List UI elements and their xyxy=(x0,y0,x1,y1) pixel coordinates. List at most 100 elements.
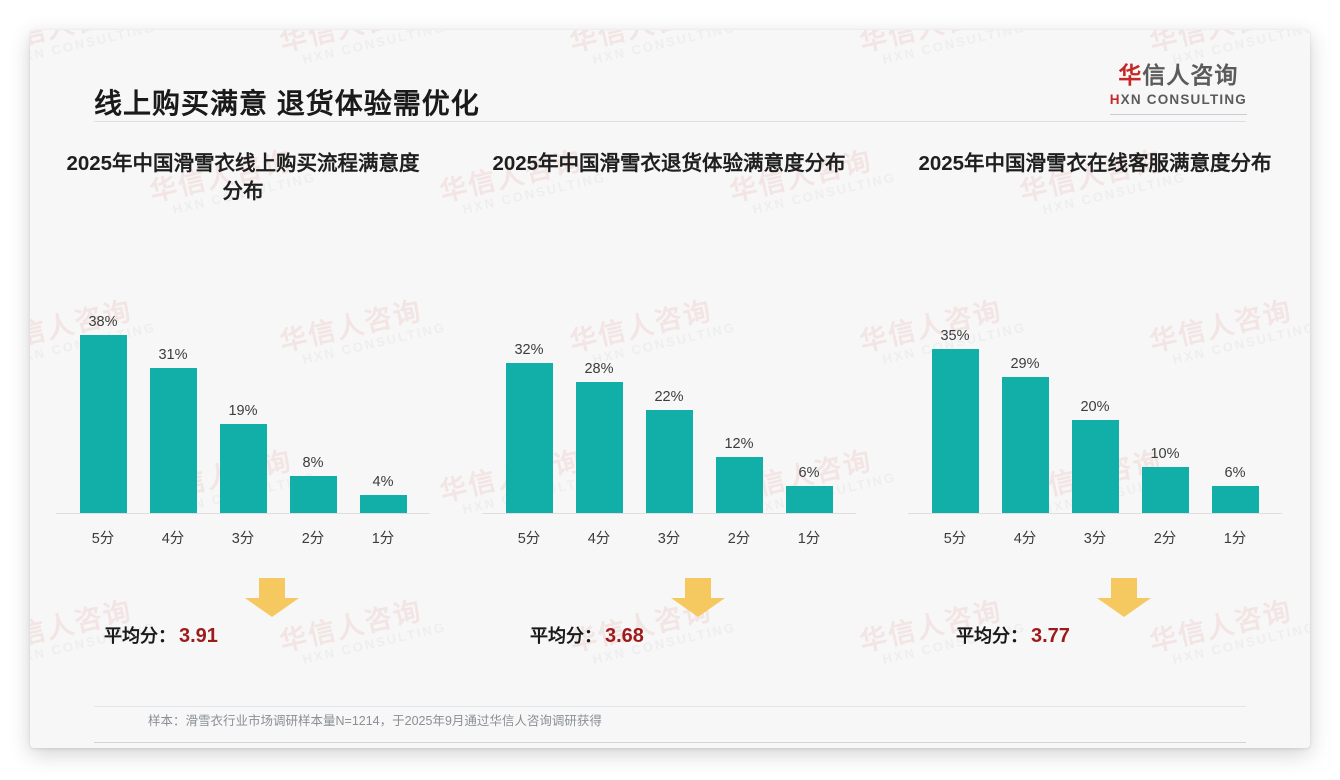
bar xyxy=(1211,485,1259,514)
down-arrow-icon-3 xyxy=(1097,578,1151,617)
average-row-2: 平均分： 3.68 xyxy=(472,578,866,668)
category-label: 1分 xyxy=(1223,531,1247,547)
bar xyxy=(785,485,833,514)
average-label-2: 平均分： xyxy=(530,626,602,646)
bar-value-label: 20% xyxy=(1080,398,1110,415)
bar xyxy=(1141,466,1189,514)
bar-group-1: 38% 31% 19% 8% 4% xyxy=(68,299,418,514)
bar-slot: 32% xyxy=(494,299,564,514)
bar-slot: 6% xyxy=(1200,299,1270,514)
charts-container: 2025年中国滑雪衣线上购买流程满意度分布 38% 31% 19% 8% 4% 5分 4分… xyxy=(30,150,1310,668)
note-divider xyxy=(94,706,1246,707)
bar xyxy=(645,410,693,514)
average-score-1: 平均分： 3.91 xyxy=(104,622,440,648)
bar xyxy=(575,381,623,514)
page-title: 线上购买满意 退货体验需优化 xyxy=(94,88,480,119)
category-label: 2分 xyxy=(727,531,751,547)
bar xyxy=(931,348,979,514)
average-value-2: 3.68 xyxy=(605,625,644,647)
bar-value-label: 12% xyxy=(724,436,754,453)
chart-plot-2: 32% 28% 22% 12% 6% 5分 4分 3分 2分 1分 xyxy=(472,264,866,547)
bar-slot: 10% xyxy=(1130,299,1200,514)
bar-slot: 22% xyxy=(634,299,704,514)
x-axis-line-3 xyxy=(908,513,1282,514)
chart-plot-3: 35% 29% 20% 10% 6% 5分 4分 3分 2分 1分 xyxy=(898,264,1292,547)
average-score-2: 平均分： 3.68 xyxy=(530,622,866,648)
bar-slot: 12% xyxy=(704,299,774,514)
category-label: 5分 xyxy=(943,531,967,547)
category-labels-3: 5分 4分 3分 2分 1分 xyxy=(920,514,1270,548)
category-label: 5分 xyxy=(517,531,541,547)
bar-value-label: 28% xyxy=(584,360,614,377)
chart-panel-1: 2025年中国滑雪衣线上购买流程满意度分布 38% 31% 19% 8% 4% 5分 4分… xyxy=(30,150,456,668)
bar-value-label: 19% xyxy=(228,403,258,420)
bar-value-label: 22% xyxy=(654,389,684,406)
bar-slot: 28% xyxy=(564,299,634,514)
category-label: 2分 xyxy=(301,531,325,547)
average-value-1: 3.91 xyxy=(179,625,218,647)
x-axis-line-1 xyxy=(56,513,430,514)
average-label-3: 平均分： xyxy=(956,626,1028,646)
category-label: 1分 xyxy=(797,531,821,547)
chart-panel-2: 2025年中国滑雪衣退货体验满意度分布 32% 28% 22% 12% 6% 5分 4分 3… xyxy=(456,150,882,668)
bar-value-label: 31% xyxy=(158,346,188,363)
bar-value-label: 32% xyxy=(514,341,544,358)
bar xyxy=(1071,419,1119,514)
bar-slot: 35% xyxy=(920,299,990,514)
bar-group-2: 32% 28% 22% 12% 6% xyxy=(494,299,844,514)
bar-value-label: 4% xyxy=(372,474,394,491)
bar-slot: 31% xyxy=(138,299,208,514)
chart-panel-3: 2025年中国滑雪衣在线客服满意度分布 35% 29% 20% 10% 6% 5分 4分 3… xyxy=(882,150,1308,668)
bar-value-label: 6% xyxy=(798,464,820,481)
bar-group-3: 35% 29% 20% 10% 6% xyxy=(920,299,1270,514)
header-divider xyxy=(94,121,1246,122)
average-score-3: 平均分： 3.77 xyxy=(956,622,1292,648)
logo-rest-chars: 信人咨询 xyxy=(1142,62,1239,88)
bar-value-label: 35% xyxy=(940,327,970,344)
bar xyxy=(289,476,337,514)
bar-slot: 8% xyxy=(278,299,348,514)
bar xyxy=(1001,377,1049,514)
bar xyxy=(715,457,763,514)
chart-plot-1: 38% 31% 19% 8% 4% 5分 4分 3分 2分 1分 xyxy=(46,264,440,547)
bar-slot: 19% xyxy=(208,299,278,514)
bar-slot: 29% xyxy=(990,299,1060,514)
category-label: 5分 xyxy=(91,531,115,547)
category-label: 1分 xyxy=(371,531,395,547)
category-labels-2: 5分 4分 3分 2分 1分 xyxy=(494,514,844,548)
category-labels-1: 5分 4分 3分 2分 1分 xyxy=(68,514,418,548)
chart-title-3: 2025年中国滑雪衣在线客服满意度分布 xyxy=(918,152,1272,175)
company-logo: 华信人咨询 HXN CONSULTING xyxy=(1109,62,1247,115)
category-label: 4分 xyxy=(1013,531,1037,547)
category-label: 4分 xyxy=(161,531,185,547)
bar xyxy=(219,424,267,514)
category-label: 3分 xyxy=(657,531,681,547)
average-row-1: 平均分： 3.91 xyxy=(46,578,440,668)
down-arrow-icon-1 xyxy=(245,578,299,617)
average-row-3: 平均分： 3.77 xyxy=(898,578,1292,668)
bar-slot: 4% xyxy=(348,299,418,514)
logo-en-accent: H xyxy=(1109,92,1121,107)
bar xyxy=(79,334,127,514)
logo-underline xyxy=(1109,113,1247,115)
logo-en-rest: XN CONSULTING xyxy=(1120,92,1247,107)
down-arrow-icon-2 xyxy=(671,578,725,617)
average-value-3: 3.77 xyxy=(1031,625,1070,647)
logo-accent-char: 华 xyxy=(1118,62,1143,88)
x-axis-line-2 xyxy=(482,513,856,514)
category-label: 4分 xyxy=(587,531,611,547)
category-label: 3分 xyxy=(1083,531,1107,547)
average-label-1: 平均分： xyxy=(104,626,176,646)
chart-title-2: 2025年中国滑雪衣退货体验满意度分布 xyxy=(492,152,846,175)
bar-value-label: 29% xyxy=(1010,356,1040,373)
bar-value-label: 8% xyxy=(302,455,324,472)
footer-divider xyxy=(94,742,1246,743)
bar-slot: 38% xyxy=(68,299,138,514)
slide-header: 线上购买满意 退货体验需优化 华信人咨询 HXN CONSULTING xyxy=(30,30,1310,122)
bar-slot: 20% xyxy=(1060,299,1130,514)
category-label: 2分 xyxy=(1153,531,1177,547)
bar-value-label: 38% xyxy=(88,313,118,330)
bar-value-label: 10% xyxy=(1150,445,1180,462)
bar xyxy=(359,495,407,514)
